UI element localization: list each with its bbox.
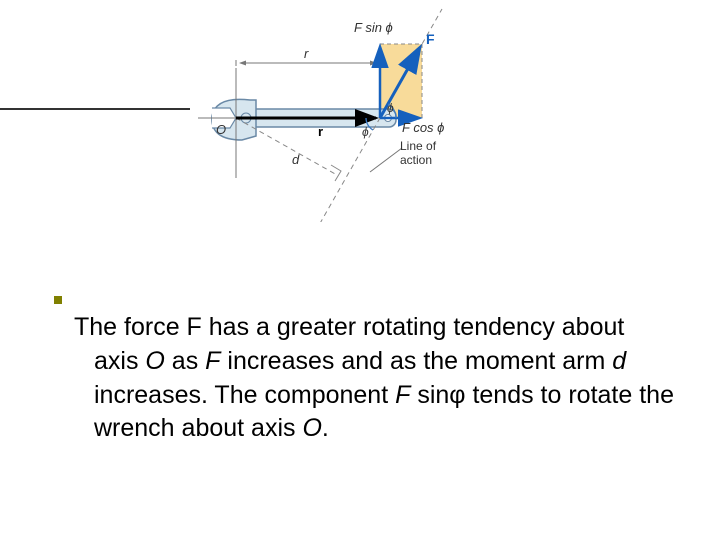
label-F: F — [426, 31, 435, 47]
txt: . — [322, 414, 329, 442]
txt-O: O — [145, 347, 164, 375]
label-d: d — [292, 152, 300, 167]
txt: increases. The component — [94, 381, 395, 409]
label-r-vec: r — [318, 124, 323, 139]
label-Fsin: F sin ϕ — [354, 20, 393, 35]
horizontal-rule — [0, 108, 190, 110]
txt-d: d — [612, 347, 626, 375]
slide: O r r ϕ ϕ d F F sin ϕ F cos ϕ Line of ac… — [0, 0, 720, 540]
bullet-icon — [54, 296, 62, 304]
label-phi-bottom: ϕ — [362, 125, 369, 139]
txt-F: F — [205, 347, 220, 375]
txt-F2: F — [395, 381, 410, 409]
label-phi-top: ϕ — [387, 101, 394, 115]
body-paragraph: The force F has a greater rotating tende… — [74, 311, 674, 446]
label-O: O — [216, 122, 226, 137]
label-loa1: Line of — [400, 139, 437, 153]
txt: increases and as the moment arm — [220, 347, 612, 375]
loa-pointer — [370, 148, 402, 172]
txt: as — [165, 347, 205, 375]
torque-diagram: O r r ϕ ϕ d F F sin ϕ F cos ϕ Line of ac… — [190, 8, 464, 222]
label-Fcos: F cos ϕ — [402, 120, 444, 135]
label-loa2: action — [400, 153, 432, 167]
label-r-span: r — [304, 46, 309, 61]
diagram-svg: O r r ϕ ϕ d F F sin ϕ F cos ϕ Line of ac… — [190, 8, 464, 222]
txt-O2: O — [302, 414, 321, 442]
